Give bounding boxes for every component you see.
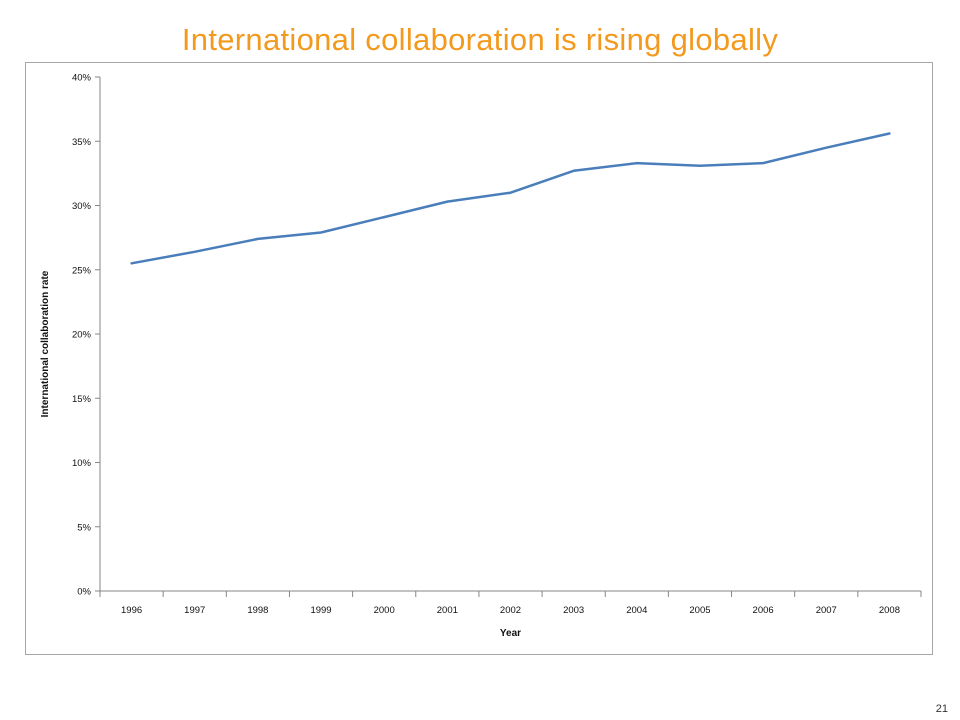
chart-frame: 0% 5% 10% 15% 20% 25% 30% 35% 40% 1996 1997 1998 199…	[25, 62, 933, 655]
data-point	[193, 250, 196, 253]
data-point	[383, 216, 385, 218]
data-point	[130, 262, 133, 265]
y-tick-label: 10%	[72, 458, 92, 469]
line-chart: 0% 5% 10% 15% 20% 25% 30% 35% 40% 1996 1997 1998 199…	[40, 73, 922, 639]
y-tick-label: 0%	[77, 587, 91, 598]
y-tick-label: 20%	[72, 330, 92, 341]
data-point	[888, 132, 891, 135]
x-axis-title: Year	[500, 628, 521, 639]
data-point	[509, 191, 512, 194]
x-tick-label: 1999	[310, 605, 331, 616]
data-point	[320, 231, 322, 234]
x-tick-label: 2000	[374, 605, 395, 616]
data-point	[762, 162, 764, 164]
data-point	[699, 164, 701, 167]
x-tick-label: 2001	[437, 605, 458, 616]
y-tick-label: 30%	[72, 201, 92, 212]
x-tick-label: 2007	[816, 605, 837, 616]
series-layer	[130, 132, 891, 265]
x-tick-label: 1997	[184, 605, 205, 616]
y-tick-label: 5%	[77, 522, 91, 533]
y-tick-label: 35%	[72, 137, 92, 148]
y-tick-label: 40%	[72, 73, 92, 84]
tick-labels: 0% 5% 10% 15% 20% 25% 30% 35% 40% 1996 1997 1998 199…	[72, 73, 900, 617]
x-tick-label: 2003	[563, 605, 584, 616]
data-point	[636, 162, 638, 164]
page-number: 21	[935, 703, 948, 715]
x-tick-label: 2004	[626, 605, 647, 616]
y-tick-label: 15%	[72, 394, 92, 405]
x-tick-label: 2006	[753, 605, 774, 616]
x-tick-label: 2005	[689, 605, 710, 616]
slide-title: International collaboration is rising gl…	[181, 22, 779, 57]
y-axis-title: International collaboration rate	[40, 270, 51, 417]
x-tick-label: 1996	[121, 605, 142, 616]
x-tick-label: 2008	[879, 605, 900, 616]
series-line	[130, 132, 891, 265]
data-point	[257, 238, 259, 240]
x-tick-label: 2002	[500, 605, 521, 616]
y-tick-label: 25%	[72, 265, 92, 276]
axes	[95, 76, 922, 597]
data-point	[446, 200, 449, 203]
data-point	[825, 146, 828, 149]
data-point	[572, 170, 575, 172]
x-tick-label: 1998	[247, 605, 268, 616]
